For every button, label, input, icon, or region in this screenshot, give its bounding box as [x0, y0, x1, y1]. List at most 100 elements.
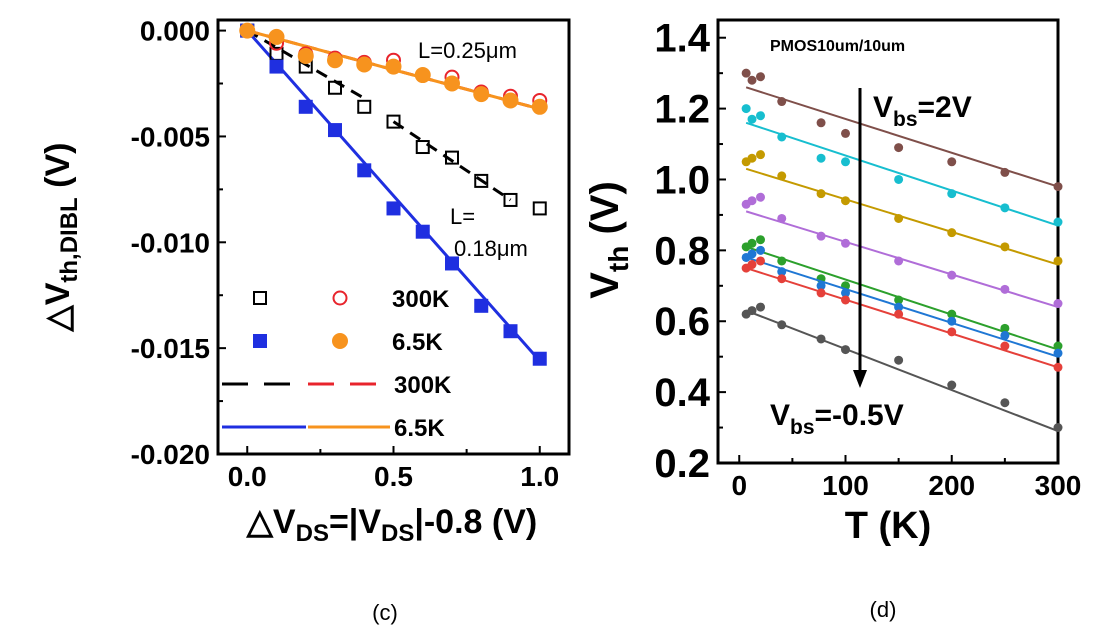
data-point-filled-square [357, 163, 372, 178]
data-point [1000, 167, 1010, 177]
y-tick-label: -0.005 [131, 121, 210, 152]
data-point-filled-circle [531, 98, 548, 115]
y-tick-label: 1.4 [654, 17, 710, 61]
data-point-filled-square [503, 324, 518, 339]
data-point-filled-circle [444, 75, 460, 92]
data-point [1053, 348, 1063, 358]
legend-label-300k-lines: 300K [394, 372, 452, 399]
data-point [741, 104, 751, 114]
data-point [1000, 398, 1010, 408]
data-point [894, 213, 904, 223]
legend-filled-circle-marker [332, 333, 348, 349]
annotation-l-018-b: 0.18μm [454, 236, 528, 261]
data-point [947, 270, 957, 280]
data-point [816, 118, 826, 128]
data-point [747, 153, 757, 163]
data-point-open-square [445, 150, 459, 165]
data-point-filled-circle [414, 67, 431, 84]
annotation-l-018-a: L= [450, 204, 475, 229]
y-tick-label: 0.000 [140, 16, 210, 47]
y-tick-label: 0.2 [654, 442, 710, 486]
data-point [777, 97, 787, 107]
data-point [841, 157, 850, 167]
legend-open-circle-marker [332, 290, 348, 306]
data-point [947, 380, 957, 390]
fit-line-300k [246, 29, 366, 100]
x-tick-label: 0.0 [228, 461, 267, 492]
data-point-open-square [415, 140, 430, 155]
fit-line-6-5k [246, 29, 541, 362]
data-point [841, 295, 850, 305]
legend-c: 300K 6.5K 300K 6.5K [222, 286, 452, 442]
data-point [747, 196, 757, 206]
y-axis-label-c: △Vth,DIBL (V) [39, 143, 83, 333]
data-point [1000, 341, 1010, 351]
data-point [756, 150, 765, 160]
y-axis-label-d: Vth (V) [583, 181, 634, 299]
data-point [1053, 256, 1063, 266]
data-point [947, 228, 957, 238]
data-point [816, 153, 826, 163]
data-point [756, 256, 765, 266]
data-point-open-square [474, 173, 489, 188]
x-axis-label-c: △VDS=|VDS|-0.8 (V) [246, 503, 537, 547]
data-point-filled-circle [297, 47, 314, 64]
data-point-filled-square [386, 201, 401, 216]
data-point-filled-square [328, 123, 342, 138]
data-point [947, 309, 957, 319]
annotation-vbs-top: Vbs=2V [873, 91, 972, 131]
data-point-filled-circle [473, 86, 490, 103]
data-point [1053, 217, 1063, 227]
data-point-open-square [386, 114, 401, 129]
y-tick-label: -0.020 [131, 439, 210, 470]
fit-line [745, 267, 1059, 369]
data-point [816, 231, 826, 241]
data-point [756, 235, 765, 245]
data-point [777, 213, 787, 223]
data-point [841, 196, 850, 206]
panel-c: 0.0 0.5 1.0 0.000 -0.005 -0.010 -0.015 -0.020 L… [39, 16, 571, 625]
data-point-open-square [503, 192, 518, 207]
data-point [756, 245, 765, 255]
legend-open-square-marker [253, 291, 267, 305]
data-point [777, 267, 787, 277]
data-point [777, 320, 787, 330]
data-point [1000, 330, 1010, 340]
data-point [747, 306, 757, 316]
data-point [1000, 284, 1010, 294]
plot-c-ticks: 0.0 0.5 1.0 0.000 -0.005 -0.010 -0.015 -0.020 [131, 16, 560, 492]
x-tick-label: 0.5 [374, 461, 413, 492]
data-point [894, 174, 904, 184]
x-tick-label: 200 [928, 470, 975, 501]
data-point [841, 345, 850, 355]
data-point [894, 295, 904, 305]
data-point [747, 238, 757, 248]
y-tick-label: -0.010 [131, 227, 210, 258]
data-point [756, 302, 765, 312]
x-tick-label: 0 [731, 470, 747, 501]
data-point [1053, 362, 1063, 372]
data-point [747, 114, 757, 124]
fit-line-300k [392, 120, 512, 202]
legend-filled-square-marker [253, 334, 267, 348]
data-point [947, 327, 957, 337]
plot-c-series [239, 22, 548, 366]
y-tick-label: 0.8 [654, 229, 710, 273]
annotation-l-025: L=0.25μm [418, 38, 517, 63]
panel-label-c: (c) [372, 600, 398, 625]
x-axis-label-d: T (K) [845, 505, 932, 547]
data-point [747, 260, 757, 270]
legend-label-6-5k-markers: 6.5K [392, 329, 443, 356]
data-point-filled-circle [502, 92, 519, 109]
data-point-filled-square [532, 351, 547, 366]
data-point-filled-square [298, 99, 313, 114]
plot-d-series [741, 68, 1063, 433]
y-tick-label: 0.6 [654, 300, 710, 344]
data-point [777, 171, 787, 181]
data-point [1053, 423, 1063, 433]
data-point [756, 111, 765, 121]
data-point-open-square [328, 80, 342, 95]
data-point [894, 355, 904, 365]
data-point [756, 72, 765, 82]
